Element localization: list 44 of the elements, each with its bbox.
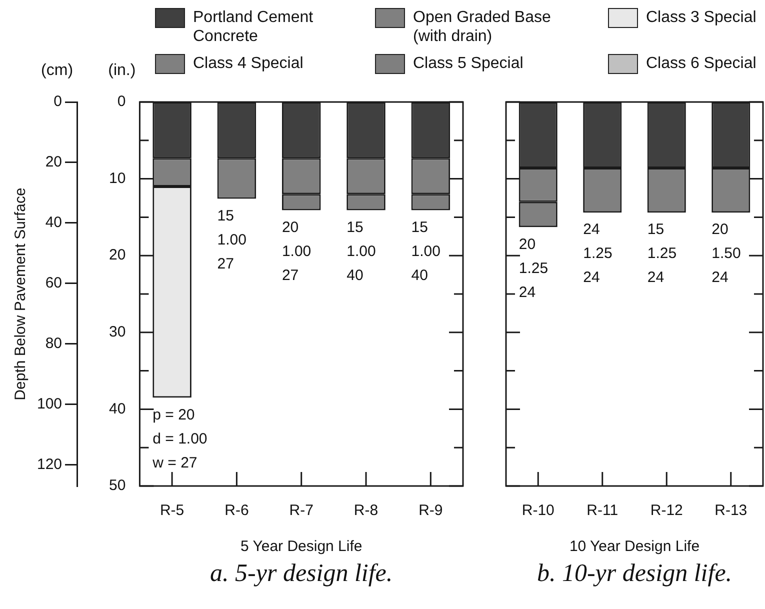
legend-label: Class 3 Special <box>646 8 756 27</box>
text: a. 5-yr design life. <box>210 560 393 588</box>
legend-label: Portland Cement Concrete <box>193 8 314 46</box>
x-tick-label: R-11 <box>586 502 618 520</box>
legend-label: Class 5 Special <box>413 54 524 73</box>
y-tick-label: 0 <box>117 93 126 110</box>
x-tick-label: R-12 <box>650 502 683 520</box>
y-tick-label: 10 <box>109 170 126 187</box>
y2-tick-label: 80 <box>45 335 62 352</box>
annotation: 24 1.25 24 <box>583 221 612 286</box>
legend-label: Class 4 Special <box>193 54 304 73</box>
y-tick-label: 20 <box>109 246 126 264</box>
text: (in.) <box>108 62 136 80</box>
annotation: 15 1.00 27 <box>217 207 247 272</box>
y2-tick-label: 0 <box>54 93 62 110</box>
y2-tick-label: 20 <box>45 154 62 171</box>
x-tick-label: R-7 <box>289 502 314 520</box>
annotation: 15 1.25 24 <box>647 221 677 286</box>
legend-label: Class 6 Special <box>646 54 756 73</box>
annotation: 15 1.00 40 <box>411 218 440 284</box>
y2-axis-title: Depth Below Pavement Surface <box>12 188 30 400</box>
annotation: 20 1.50 24 <box>712 221 741 286</box>
text: (cm) <box>41 62 74 80</box>
x-tick-label: R-9 <box>418 502 443 520</box>
annotation: 20 1.00 27 <box>282 218 312 284</box>
legend-label: Open Graded Base (with drain) <box>413 8 552 46</box>
y-tick-label: 50 <box>109 477 126 494</box>
x-tick-label: R-13 <box>714 502 748 520</box>
x-tick-label: R-5 <box>160 502 184 520</box>
y2-tick-label: 100 <box>36 396 62 413</box>
y-tick-label: 30 <box>109 324 126 341</box>
text: b. 10-yr design life. <box>536 560 732 588</box>
x-axis-title: 5 Year Design Life <box>240 538 362 556</box>
x-axis-title: 10 Year Design Life <box>569 538 700 556</box>
annotation: 20 1.25 24 <box>518 236 548 301</box>
y-tick-label: 40 <box>109 400 126 418</box>
x-tick-label: R-6 <box>224 502 249 520</box>
annotation: p = 20 d = 1.00 w = 27 <box>152 406 208 472</box>
x-tick-label: R-10 <box>522 502 554 520</box>
annotation: 15 1.00 40 <box>346 218 376 284</box>
x-tick-label: R-8 <box>354 502 378 520</box>
y2-tick-label: 40 <box>45 214 62 232</box>
y2-tick-label: 60 <box>45 274 62 292</box>
y2-tick-label: 120 <box>36 456 62 473</box>
